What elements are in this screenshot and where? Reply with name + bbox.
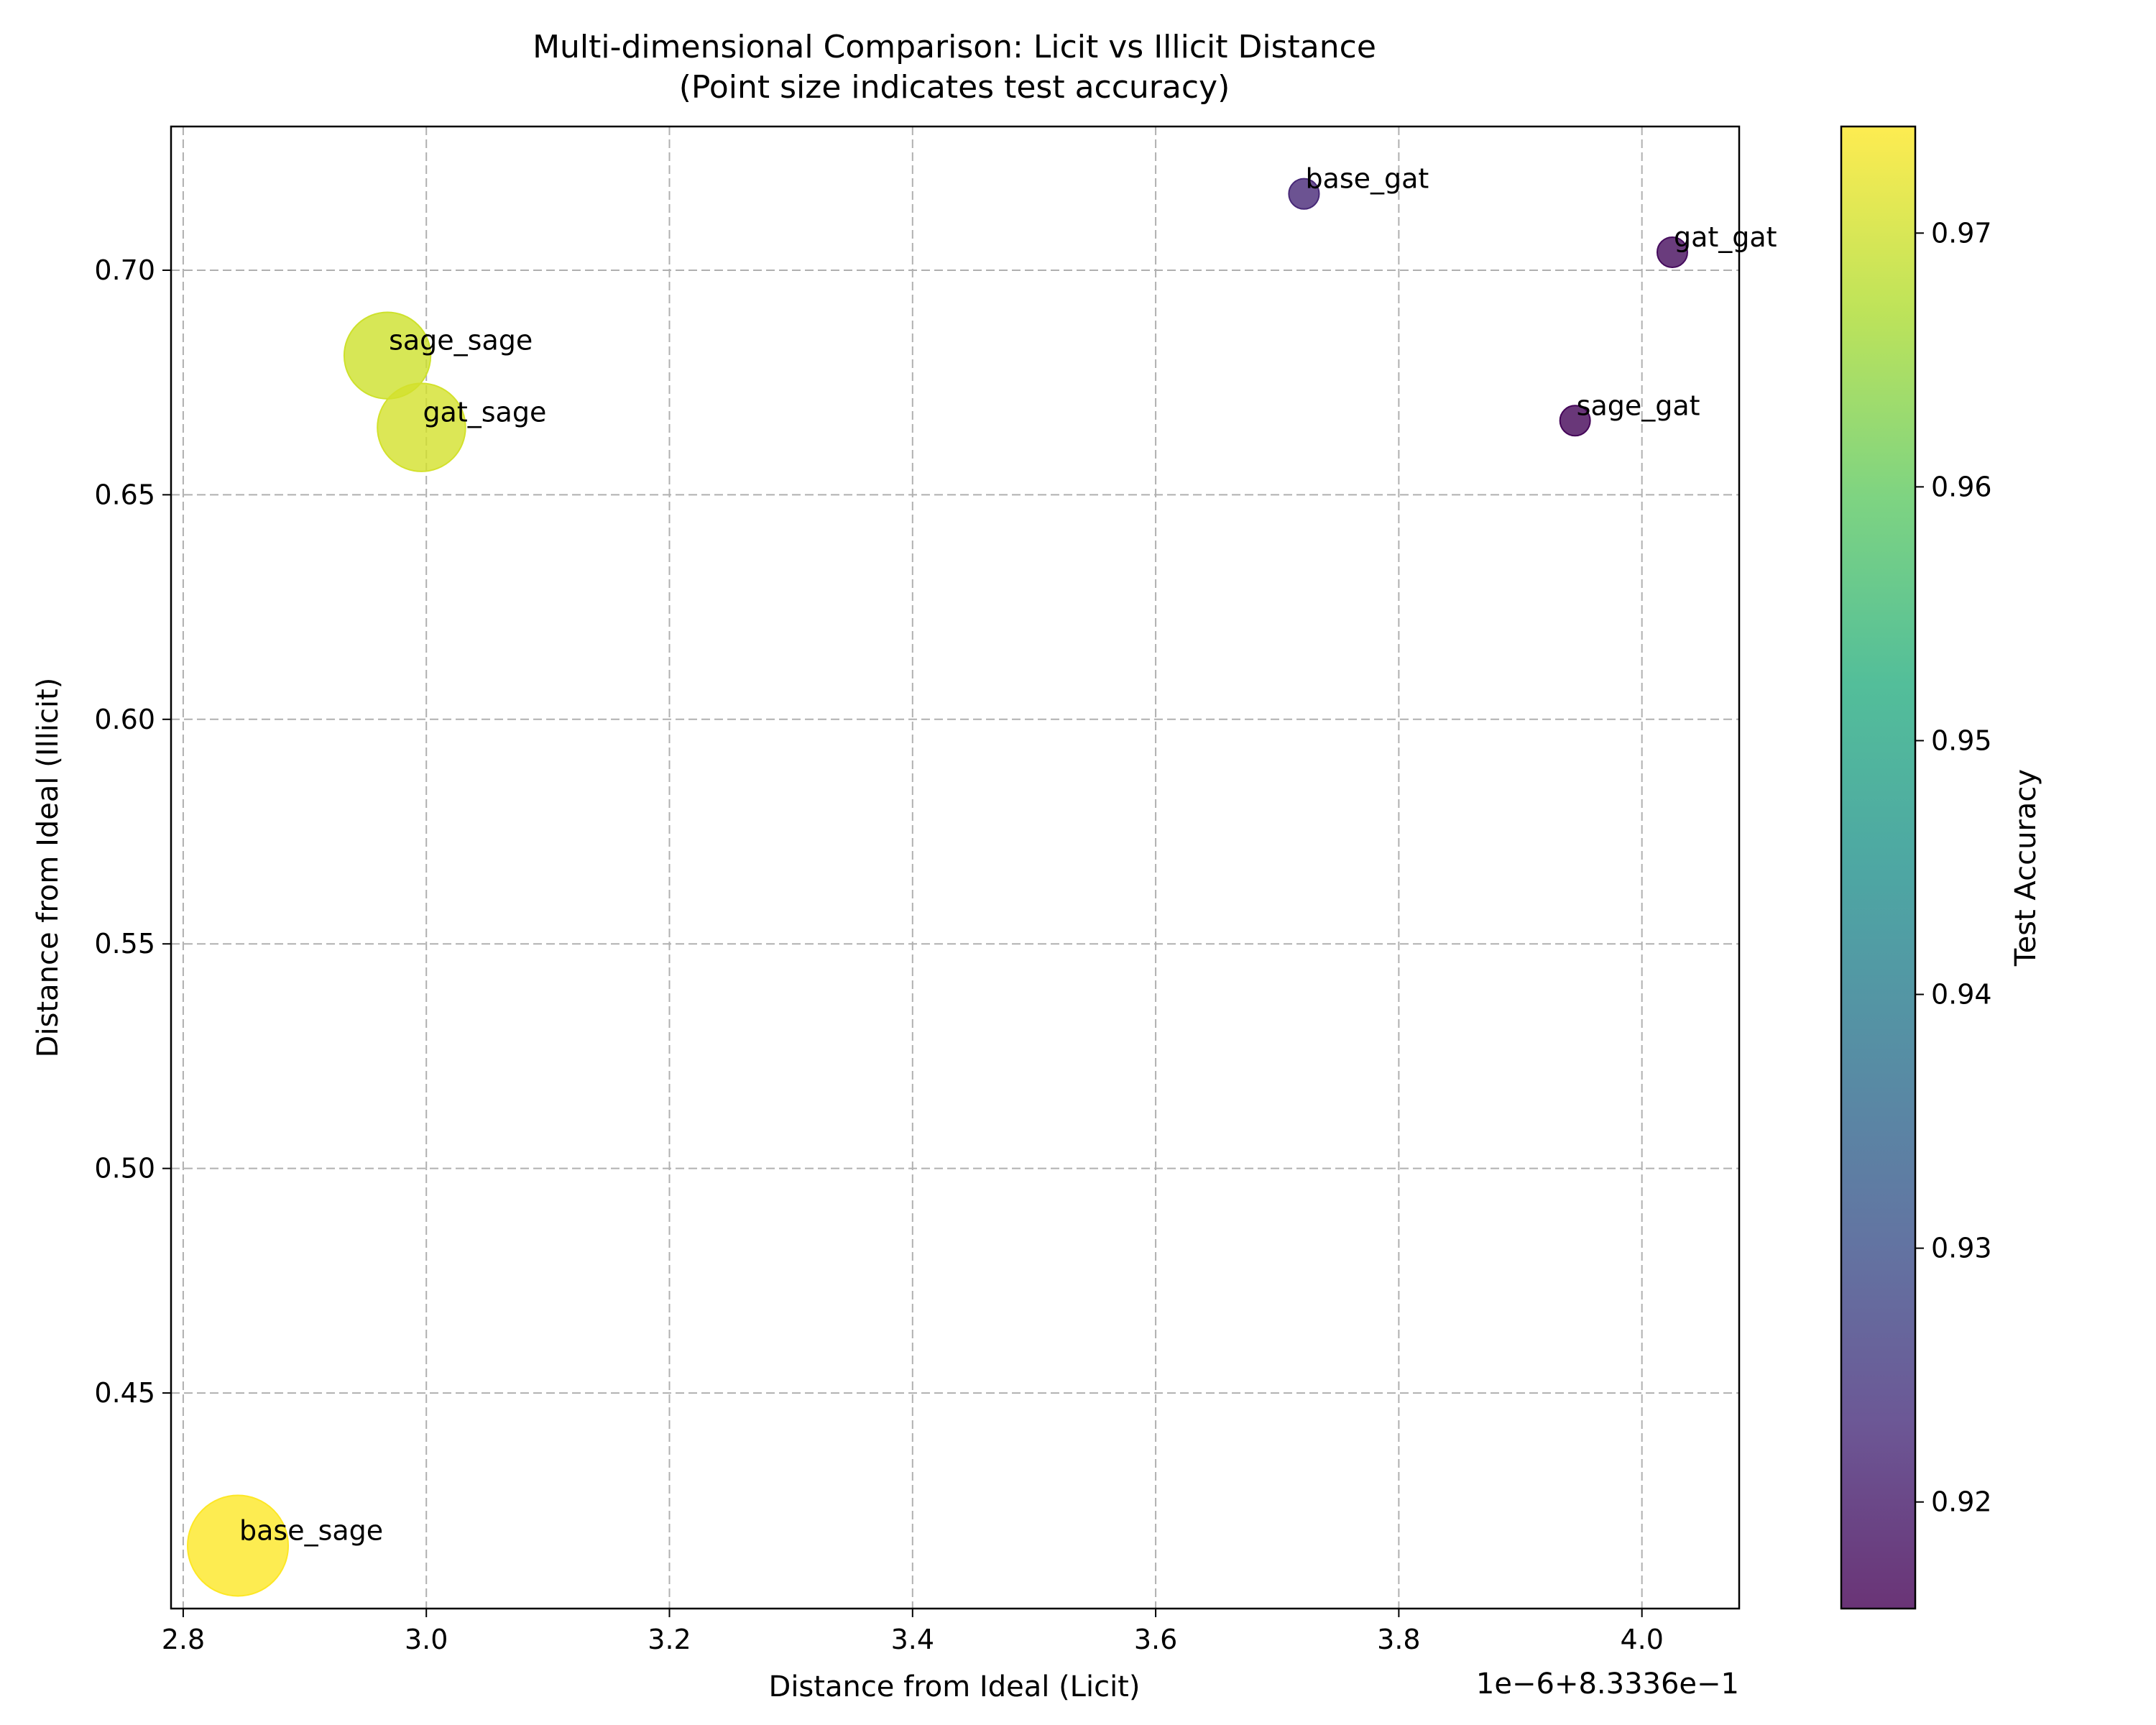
x-tick-label: 4.0	[1620, 1624, 1663, 1655]
chart-title: Multi-dimensional Comparison: Licit vs I…	[533, 29, 1376, 65]
point-labels: base_gat gat_gat sage_gat sage_sage gat_sage…	[239, 163, 1777, 1547]
x-axis-label: Distance from Ideal (Licit)	[769, 1670, 1141, 1703]
chart-subtitle: (Point size indicates test accuracy)	[679, 69, 1230, 106]
point-label-sage_sage: sage_sage	[389, 325, 533, 356]
scatter-point-sage_gat	[1559, 405, 1591, 437]
x-tick-label: 3.4	[891, 1624, 934, 1655]
x-tick-label: 3.8	[1377, 1624, 1420, 1655]
point-label-gat_gat: gat_gat	[1674, 221, 1777, 253]
scatter-point-base_gat	[1288, 178, 1320, 210]
scatter-point-gat_sage	[377, 382, 466, 472]
y-tick-label: 0.70	[94, 254, 155, 286]
y-tick-label: 0.60	[94, 704, 155, 735]
scatter-point-gat_gat	[1656, 236, 1688, 268]
colorbar-label: Test Accuracy	[2009, 769, 2042, 967]
x-axis-ticks: 2.8 3.0 3.2 3.4 3.6 3.8 4.0	[162, 1609, 1664, 1655]
colorbar-tick-label: 0.97	[1931, 217, 1992, 249]
scatter-points	[187, 178, 1688, 1597]
point-label-gat_sage: gat_sage	[423, 397, 546, 428]
colorbar-gradient	[1841, 126, 1915, 1609]
plot-frame	[170, 125, 1741, 1610]
colorbar-tick-label: 0.92	[1931, 1486, 1992, 1518]
point-label-sage_gat: sage_gat	[1577, 390, 1700, 421]
y-tick-label: 0.45	[94, 1377, 155, 1409]
colorbar-tick-label: 0.96	[1931, 471, 1992, 502]
colorbar-tick-label: 0.95	[1931, 724, 1992, 756]
y-tick-label: 0.65	[94, 479, 155, 510]
colorbar-tick-label: 0.94	[1931, 979, 1992, 1011]
x-tick-label: 2.8	[162, 1624, 205, 1655]
x-tick-label: 3.6	[1134, 1624, 1177, 1655]
y-axis-ticks: 0.45 0.50 0.55 0.60 0.65 0.70	[94, 254, 171, 1409]
y-tick-label: 0.50	[94, 1153, 155, 1184]
colorbar-frame	[1840, 125, 1917, 1610]
point-label-base_gat: base_gat	[1305, 163, 1429, 195]
point-label-base_sage: base_sage	[239, 1515, 383, 1547]
x-axis-offset-label: 1e−6+8.3336e−1	[1476, 1668, 1739, 1701]
grid	[171, 126, 1739, 1609]
y-tick-label: 0.55	[94, 928, 155, 960]
colorbar-ticks: 0.92 0.93 0.94 0.95 0.96 0.97	[1915, 217, 1992, 1518]
y-axis-label: Distance from Ideal (Illicit)	[32, 678, 65, 1058]
scatter-point-base_sage	[187, 1494, 290, 1597]
x-tick-label: 3.0	[405, 1624, 448, 1655]
x-tick-label: 3.2	[648, 1624, 691, 1655]
colorbar-tick-label: 0.93	[1931, 1233, 1992, 1264]
